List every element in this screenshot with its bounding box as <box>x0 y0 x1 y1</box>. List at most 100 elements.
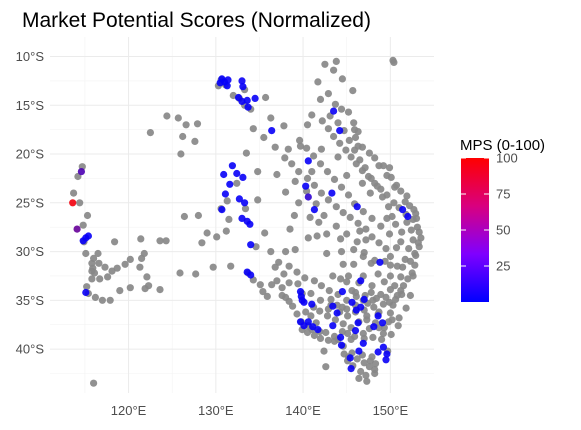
data-point <box>209 263 217 271</box>
data-point <box>353 238 361 246</box>
data-point <box>354 219 362 227</box>
data-point <box>324 336 332 344</box>
data-point <box>365 149 373 157</box>
data-point <box>95 259 103 267</box>
data-point <box>192 270 200 278</box>
y-tick-label: 10°S <box>16 49 45 64</box>
data-point <box>351 133 360 142</box>
data-point <box>331 316 339 324</box>
data-point <box>337 248 346 256</box>
data-point <box>303 144 311 152</box>
data-point <box>96 275 104 283</box>
data-point-scored <box>378 319 387 327</box>
data-point-scored <box>239 173 247 181</box>
data-point-scored <box>351 327 360 335</box>
data-point <box>350 246 358 254</box>
data-point <box>337 275 345 283</box>
data-point <box>378 335 386 343</box>
data-point <box>338 75 346 83</box>
data-point <box>191 137 199 145</box>
data-point-scored <box>314 326 322 334</box>
data-point-scored <box>220 170 228 179</box>
data-point-scored <box>352 306 360 314</box>
data-point <box>338 328 346 336</box>
data-point <box>403 218 411 226</box>
data-point <box>339 260 347 268</box>
data-point <box>385 298 394 306</box>
y-axis-ticks: 10°S 15°S 20°S 25°S 30°S 35°S 40°S <box>16 49 45 357</box>
data-point <box>285 262 293 270</box>
data-point <box>310 152 318 160</box>
data-point <box>104 273 112 281</box>
data-point <box>254 168 262 176</box>
data-point <box>213 233 221 241</box>
data-point <box>330 175 339 183</box>
data-point <box>293 310 301 318</box>
data-point <box>116 287 124 295</box>
data-point <box>327 295 335 303</box>
data-point <box>354 128 362 136</box>
data-point <box>280 270 288 278</box>
data-point <box>351 146 359 154</box>
data-point <box>346 213 354 221</box>
data-point-scored <box>357 277 365 285</box>
data-point <box>359 208 367 216</box>
data-point-scored <box>298 296 306 304</box>
data-point <box>303 121 312 129</box>
data-point-scored <box>330 107 338 115</box>
data-point <box>409 215 417 223</box>
data-point <box>137 235 145 243</box>
data-point-scored <box>360 295 368 303</box>
data-point <box>323 230 331 238</box>
data-point-scored <box>247 241 255 249</box>
data-point <box>368 233 376 241</box>
data-point-scored <box>82 288 90 297</box>
data-point <box>362 371 370 379</box>
data-point <box>249 125 257 133</box>
data-point <box>286 225 294 233</box>
data-point-scored <box>77 168 85 176</box>
data-point <box>386 309 394 317</box>
data-point <box>290 211 298 220</box>
data-point <box>347 335 355 343</box>
data-point <box>370 303 378 311</box>
data-point <box>387 330 395 339</box>
legend-tick-label: 75 <box>496 187 510 202</box>
data-point <box>310 331 318 340</box>
data-point <box>126 255 134 263</box>
data-point <box>320 211 328 220</box>
data-point <box>334 119 342 127</box>
data-point <box>143 273 151 281</box>
data-point <box>126 284 134 292</box>
data-point <box>179 132 187 141</box>
data-point <box>394 322 402 330</box>
data-point <box>411 249 419 258</box>
data-point <box>369 333 377 341</box>
data-point <box>193 120 202 128</box>
data-point <box>368 282 376 290</box>
data-point <box>307 312 315 320</box>
data-point <box>316 160 325 168</box>
data-point <box>317 189 325 197</box>
data-point <box>407 226 415 234</box>
x-tick-label: 150°E <box>373 403 409 418</box>
data-point <box>282 248 290 256</box>
data-point <box>288 160 296 168</box>
data-point <box>284 145 292 153</box>
data-point <box>415 228 423 236</box>
data-point <box>146 129 154 137</box>
data-point <box>363 312 371 320</box>
data-point <box>223 197 231 205</box>
data-point <box>386 261 394 269</box>
data-point <box>361 164 369 172</box>
data-point-scored <box>241 199 249 207</box>
data-point <box>351 288 360 297</box>
data-point-scored <box>348 298 356 306</box>
data-point <box>385 203 393 211</box>
data-point-scored <box>404 212 412 221</box>
data-point <box>332 203 340 211</box>
data-point <box>263 292 271 300</box>
data-point <box>380 278 388 286</box>
data-point <box>399 263 407 271</box>
data-point <box>340 350 348 358</box>
